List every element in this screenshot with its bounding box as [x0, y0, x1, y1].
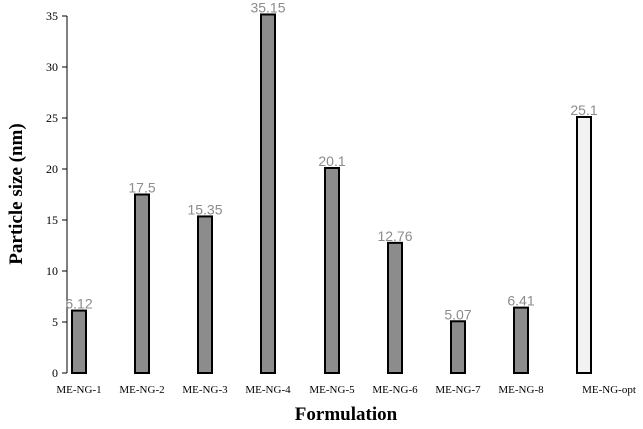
- x-tick-labels: ME-NG-1 ME-NG-2 ME-NG-3 ME-NG-4 ME-NG-5 ME-NG…: [56, 384, 636, 396]
- x-tick-label: ME-NG-8: [498, 384, 544, 396]
- data-label: 6.12: [65, 296, 92, 312]
- x-tick-label: ME-NG-7: [435, 384, 481, 396]
- data-labels: 6.12 17.5 15.35 35.15 20.1 12.76 5.07 6.41 25.1: [65, 0, 597, 322]
- bar-me-ng-7: [450, 320, 466, 375]
- y-tick-label: 15: [46, 213, 58, 227]
- y-tick-label: 0: [52, 366, 58, 380]
- data-label: 35.15: [250, 0, 285, 15]
- bars: [71, 13, 592, 375]
- y-tick-label: 10: [46, 264, 58, 278]
- data-label: 25.1: [570, 102, 597, 118]
- bar-me-ng-3: [197, 215, 213, 374]
- bar-me-ng-6: [387, 241, 403, 374]
- y-tick-label: 20: [46, 162, 58, 176]
- x-tick-label: ME-NG-1: [56, 384, 101, 396]
- data-label: 12.76: [377, 228, 412, 244]
- bar-me-ng-8: [513, 306, 529, 375]
- y-tick-label: 30: [46, 60, 58, 74]
- x-axis-title: Formulation: [295, 404, 398, 425]
- y-tick-label: 35: [46, 9, 58, 23]
- bar-me-ng-4: [260, 13, 276, 374]
- x-tick-label: ME-NG-5: [309, 384, 355, 396]
- data-label: 17.5: [128, 180, 155, 196]
- y-axis-title: Particle size (nm): [6, 123, 27, 264]
- y-tick-label: 25: [46, 111, 58, 125]
- bar-me-ng-2: [134, 193, 150, 374]
- bar-me-ng-5: [324, 166, 340, 374]
- y-tick-label: 5: [52, 315, 58, 329]
- data-label: 15.35: [187, 201, 222, 217]
- bar-me-ng-1: [71, 309, 87, 374]
- x-tick-label: ME-NG-2: [119, 384, 164, 396]
- x-tick-label: ME-NG-4: [245, 384, 291, 396]
- x-tick-label: ME-NG-3: [182, 384, 228, 396]
- data-label: 20.1: [318, 153, 345, 169]
- x-tick-label: ME-NG-6: [372, 384, 418, 396]
- bar-me-ng-opt: [576, 115, 592, 374]
- data-label: 5.07: [444, 306, 471, 322]
- y-axis: 0 5 10 15 20 25 30 35: [46, 9, 68, 380]
- x-tick-label: ME-NG-opt: [582, 384, 636, 396]
- data-label: 6.41: [507, 293, 534, 309]
